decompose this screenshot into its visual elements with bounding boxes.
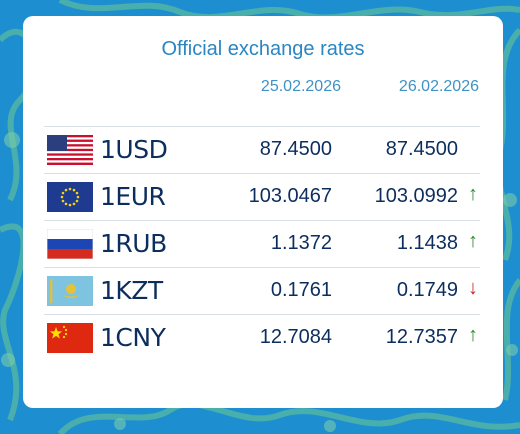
rate-row-rub: 1RUB 1.1372 1.1438 ↑ <box>44 220 480 267</box>
rate-current: 0.1749 <box>396 279 458 301</box>
ru-flag-icon <box>47 229 93 259</box>
rate-row-cny: 1CNY 12.7084 12.7357 ↑ <box>44 314 480 361</box>
arrow-up-icon: ↑ <box>468 230 478 252</box>
currency-code: 1USD <box>100 135 168 164</box>
rate-previous: 12.7084 <box>259 326 332 348</box>
us-flag-icon <box>47 135 93 165</box>
widget-title: Official exchange rates <box>161 38 365 60</box>
rate-row-usd: 1USD 87.4500 87.4500 <box>44 126 480 173</box>
rate-current: 87.4500 <box>385 138 458 160</box>
currency-code: 1RUB <box>100 229 167 258</box>
currency-code: 1CNY <box>100 323 166 352</box>
rate-previous: 87.4500 <box>259 138 332 160</box>
rate-current: 103.0992 <box>374 185 458 207</box>
date-current: 26.02.2026 <box>398 78 479 95</box>
arrow-down-icon: ↓ <box>468 277 478 299</box>
cn-flag-icon <box>47 323 93 353</box>
arrow-up-icon: ↑ <box>468 324 478 346</box>
rate-row-eur: 1EUR 103.0467 103.0992 ↑ <box>44 173 480 220</box>
eu-flag-icon <box>47 182 93 212</box>
rates-table: 1USD 87.4500 87.4500 1EUR 103.0467 103.0… <box>44 126 480 361</box>
date-previous: 25.02.2026 <box>260 78 341 95</box>
kz-flag-icon <box>47 276 93 306</box>
rate-row-kzt: 1KZT 0.1761 0.1749 ↓ <box>44 267 480 314</box>
rate-previous: 1.1372 <box>270 232 332 254</box>
rate-previous: 0.1761 <box>270 279 332 301</box>
exchange-rates-card: Official exchange rates 25.02.2026 26.02… <box>23 16 503 408</box>
arrow-up-icon: ↑ <box>468 183 478 205</box>
rate-current: 12.7357 <box>385 326 458 348</box>
rate-current: 1.1438 <box>396 232 458 254</box>
currency-code: 1EUR <box>100 182 166 211</box>
rate-previous: 103.0467 <box>248 185 332 207</box>
currency-code: 1KZT <box>100 276 163 305</box>
